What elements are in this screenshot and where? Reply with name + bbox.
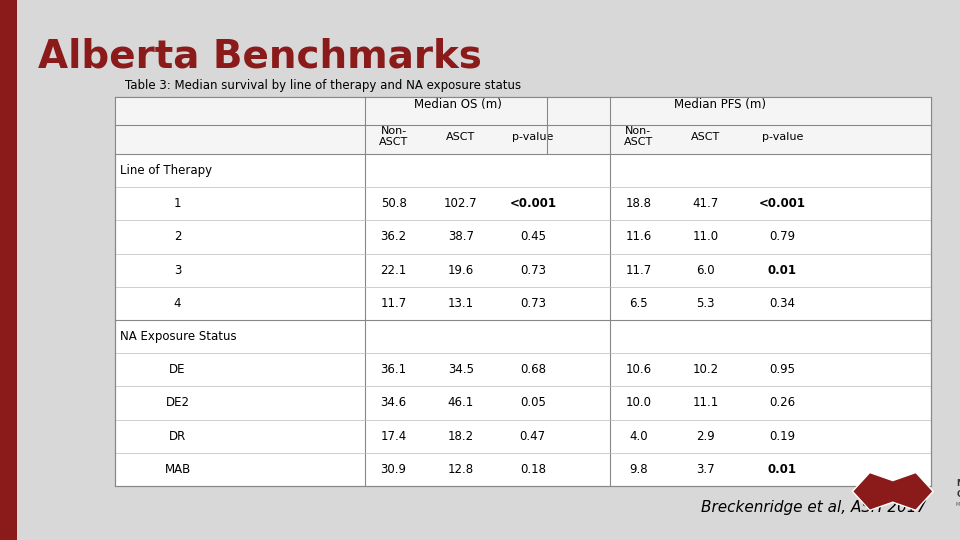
Text: 13.1: 13.1 (447, 297, 474, 310)
Text: 11.7: 11.7 (625, 264, 652, 276)
Text: 0.95: 0.95 (769, 363, 796, 376)
Text: 10.6: 10.6 (625, 363, 652, 376)
Text: 0.47: 0.47 (519, 430, 546, 443)
Text: 18.2: 18.2 (447, 430, 474, 443)
Polygon shape (852, 472, 933, 510)
Text: 11.6: 11.6 (625, 231, 652, 244)
Text: p-value: p-value (761, 132, 804, 141)
Text: 0.05: 0.05 (520, 396, 545, 409)
Text: 10.2: 10.2 (692, 363, 719, 376)
Text: 46.1: 46.1 (447, 396, 474, 409)
Text: 6.0: 6.0 (696, 264, 715, 276)
Text: DR: DR (169, 430, 186, 443)
Text: NA Exposure Status: NA Exposure Status (120, 330, 236, 343)
Text: 102.7: 102.7 (444, 197, 478, 210)
Text: Median PFS (m): Median PFS (m) (674, 98, 766, 111)
Text: p-value: p-value (512, 132, 554, 141)
Text: 36.1: 36.1 (380, 363, 407, 376)
Text: CANADA: CANADA (956, 490, 960, 498)
Text: 3: 3 (174, 264, 181, 276)
Text: 41.7: 41.7 (692, 197, 719, 210)
Text: 2.9: 2.9 (696, 430, 715, 443)
Text: 38.7: 38.7 (447, 231, 474, 244)
Text: 0.18: 0.18 (519, 463, 546, 476)
Text: 0.34: 0.34 (769, 297, 796, 310)
Text: 3.7: 3.7 (696, 463, 715, 476)
Text: MAKING MYELOMA MATTER: MAKING MYELOMA MATTER (956, 502, 960, 508)
Text: 0.68: 0.68 (519, 363, 546, 376)
Bar (0, 0, 17, 540)
Text: 50.8: 50.8 (381, 197, 406, 210)
Text: 11.7: 11.7 (380, 297, 407, 310)
Text: 0.45: 0.45 (519, 231, 546, 244)
Text: ASCT: ASCT (446, 132, 475, 141)
Text: 17.4: 17.4 (380, 430, 407, 443)
Text: 5.3: 5.3 (696, 297, 715, 310)
Text: 9.8: 9.8 (629, 463, 648, 476)
Text: 6.5: 6.5 (629, 297, 648, 310)
Text: 30.9: 30.9 (380, 463, 407, 476)
Text: Median OS (m): Median OS (m) (415, 98, 502, 111)
Text: 11.0: 11.0 (692, 231, 719, 244)
Text: Non-
ASCT: Non- ASCT (379, 126, 408, 147)
Text: MYELOMA: MYELOMA (956, 479, 960, 488)
Text: 0.26: 0.26 (769, 396, 796, 409)
Text: Line of Therapy: Line of Therapy (120, 164, 212, 177)
Text: 19.6: 19.6 (447, 264, 474, 276)
Text: 0.19: 0.19 (769, 430, 796, 443)
Text: 22.1: 22.1 (380, 264, 407, 276)
FancyBboxPatch shape (115, 97, 931, 486)
Bar (115, 97, 931, 125)
Text: 11.1: 11.1 (692, 396, 719, 409)
Text: 0.73: 0.73 (519, 297, 546, 310)
Text: Breckenridge et al, ASH 2017: Breckenridge et al, ASH 2017 (701, 500, 926, 515)
Text: <0.001: <0.001 (510, 197, 556, 210)
Text: Table 3: Median survival by line of therapy and NA exposure status: Table 3: Median survival by line of ther… (125, 79, 521, 92)
Text: 18.8: 18.8 (625, 197, 652, 210)
Text: 0.01: 0.01 (768, 463, 797, 476)
Text: 0.79: 0.79 (769, 231, 796, 244)
Text: Non-
ASCT: Non- ASCT (624, 126, 653, 147)
Text: 2: 2 (174, 231, 181, 244)
Text: 0.73: 0.73 (519, 264, 546, 276)
Text: 10.0: 10.0 (625, 396, 652, 409)
Text: 34.5: 34.5 (447, 363, 474, 376)
Text: DE: DE (169, 363, 186, 376)
Text: MAB: MAB (164, 463, 191, 476)
Text: 36.2: 36.2 (380, 231, 407, 244)
Text: 4.0: 4.0 (629, 430, 648, 443)
Text: 1: 1 (174, 197, 181, 210)
Text: Alberta Benchmarks: Alberta Benchmarks (38, 38, 482, 76)
Text: <0.001: <0.001 (759, 197, 805, 210)
Bar (115, 125, 931, 154)
Text: ASCT: ASCT (691, 132, 720, 141)
Text: DE2: DE2 (165, 396, 189, 409)
Text: 0.01: 0.01 (768, 264, 797, 276)
Text: 12.8: 12.8 (447, 463, 474, 476)
Text: 34.6: 34.6 (380, 396, 407, 409)
Text: 4: 4 (174, 297, 181, 310)
